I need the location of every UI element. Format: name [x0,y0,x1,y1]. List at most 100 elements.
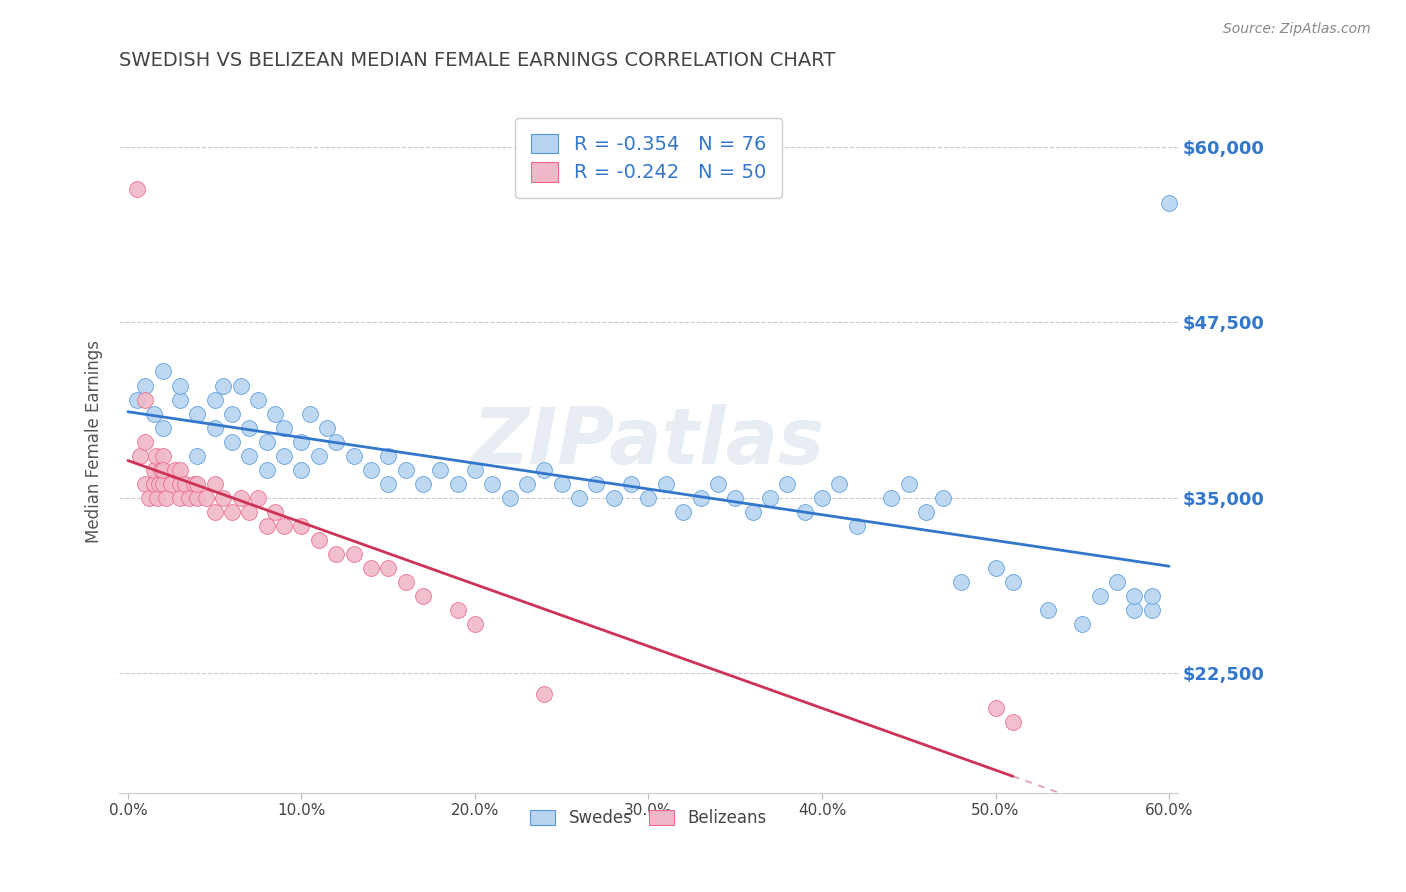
Point [1001,575,1024,590]
Point [256,434,278,449]
Point [138,491,160,505]
Point [221,505,243,519]
Point [1105,575,1128,590]
Point [290,434,312,449]
Point [1088,589,1111,603]
Point [308,533,330,547]
Point [394,463,416,477]
Point [1071,617,1094,632]
Point [446,476,468,491]
Point [169,476,191,491]
Point [169,463,191,477]
Point [464,617,486,632]
Point [134,378,156,392]
Point [446,603,468,617]
Point [229,491,252,505]
Point [204,505,226,519]
Point [148,476,170,491]
Point [169,491,191,505]
Point [134,476,156,491]
Point [516,476,538,491]
Point [177,491,200,505]
Point [585,476,607,491]
Point [152,476,174,491]
Point [568,491,591,505]
Point [897,476,920,491]
Point [342,449,364,463]
Point [229,378,252,392]
Point [1123,603,1146,617]
Point [949,575,972,590]
Point [360,463,382,477]
Point [186,407,208,421]
Point [247,392,270,407]
Point [186,476,208,491]
Point [1001,715,1024,730]
Text: ZIPatlas: ZIPatlas [472,404,825,480]
Point [145,449,167,463]
Point [845,519,868,533]
Point [238,449,260,463]
Point [221,407,243,421]
Point [129,449,152,463]
Point [984,561,1007,575]
Point [1123,589,1146,603]
Point [152,463,174,477]
Point [880,491,903,505]
Point [183,476,205,491]
Point [264,407,287,421]
Point [533,463,555,477]
Point [273,449,295,463]
Point [149,463,172,477]
Point [143,476,166,491]
Point [238,420,260,434]
Point [464,463,486,477]
Point [290,519,312,533]
Point [186,449,208,463]
Point [394,575,416,590]
Point [308,449,330,463]
Point [551,476,574,491]
Point [273,420,295,434]
Point [238,505,260,519]
Point [429,463,451,477]
Point [342,547,364,561]
Point [316,420,339,434]
Point [655,476,678,491]
Point [811,491,834,505]
Point [299,407,322,421]
Point [134,392,156,407]
Point [195,491,218,505]
Point [984,701,1007,715]
Point [481,476,503,491]
Point [273,519,295,533]
Point [160,476,183,491]
Point [1140,589,1163,603]
Point [377,449,399,463]
Point [125,182,148,196]
Point [264,505,287,519]
Point [221,434,243,449]
Point [125,392,148,407]
Point [1157,196,1180,211]
Point [146,491,169,505]
Point [212,378,235,392]
Point [204,392,226,407]
Point [256,463,278,477]
Y-axis label: Median Female Earnings: Median Female Earnings [86,340,103,543]
Point [186,491,208,505]
Point [325,434,347,449]
Point [741,505,763,519]
Legend: Swedes, Belizeans: Swedes, Belizeans [523,802,773,833]
Point [1140,603,1163,617]
Point [828,476,851,491]
Point [620,476,643,491]
Point [152,420,174,434]
Point [325,547,347,561]
Point [256,519,278,533]
Point [163,463,186,477]
Point [759,491,782,505]
Point [377,476,399,491]
Point [724,491,747,505]
Point [174,476,197,491]
